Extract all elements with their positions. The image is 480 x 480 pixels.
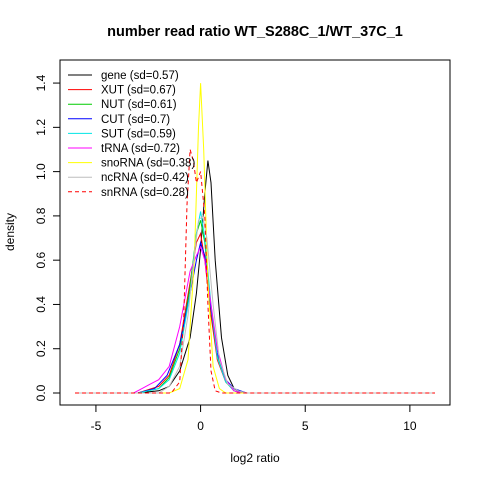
series-line-6 [75, 83, 435, 394]
legend-label-0: gene (sd=0.57) [101, 70, 179, 82]
legend-label-1: XUT (sd=0.67) [101, 85, 176, 97]
y-axis-label: density [3, 213, 17, 251]
series-line-3 [75, 240, 435, 394]
y-tick-label: 1.2 [34, 119, 48, 136]
chart-title: number read ratio WT_S288C_1/WT_37C_1 [107, 24, 403, 40]
y-axis: 0.0 0.2 0.4 0.6 0.8 1.0 1.2 1.4 [34, 74, 61, 401]
y-tick-label: 0.4 [34, 296, 48, 313]
legend-label-2: NUT (sd=0.61) [101, 99, 177, 111]
legend-label-6: snoRNA (sd=0.38) [101, 158, 195, 170]
y-tick-label: 0.8 [34, 207, 48, 224]
series-line-5 [75, 245, 435, 394]
y-tick-label: 0.6 [34, 252, 48, 269]
x-tick-label: 5 [302, 419, 309, 433]
y-tick-label: 0.0 [34, 384, 48, 401]
legend-label-7: ncRNA (sd=0.42) [101, 172, 189, 184]
x-tick-label: 0 [197, 419, 204, 433]
y-tick-label: 0.2 [34, 340, 48, 357]
series-layer [75, 83, 435, 394]
series-line-7 [75, 214, 435, 394]
x-tick-label: 10 [403, 419, 417, 433]
legend-label-3: CUT (sd=0.7) [101, 114, 170, 126]
x-axis-label: log2 ratio [230, 451, 280, 465]
legend-label-5: tRNA (sd=0.72) [101, 143, 180, 155]
x-tick-label: -5 [91, 419, 102, 433]
legend-label-4: SUT (sd=0.59) [101, 128, 176, 140]
legend: gene (sd=0.57) XUT (sd=0.67) NUT (sd=0.61)… [68, 70, 195, 199]
legend-label-8: snRNA (sd=0.28) [101, 187, 189, 199]
y-tick-label: 1.4 [34, 74, 48, 91]
y-tick-label: 1.0 [34, 163, 48, 180]
x-axis: -5 0 5 10 [91, 404, 417, 433]
